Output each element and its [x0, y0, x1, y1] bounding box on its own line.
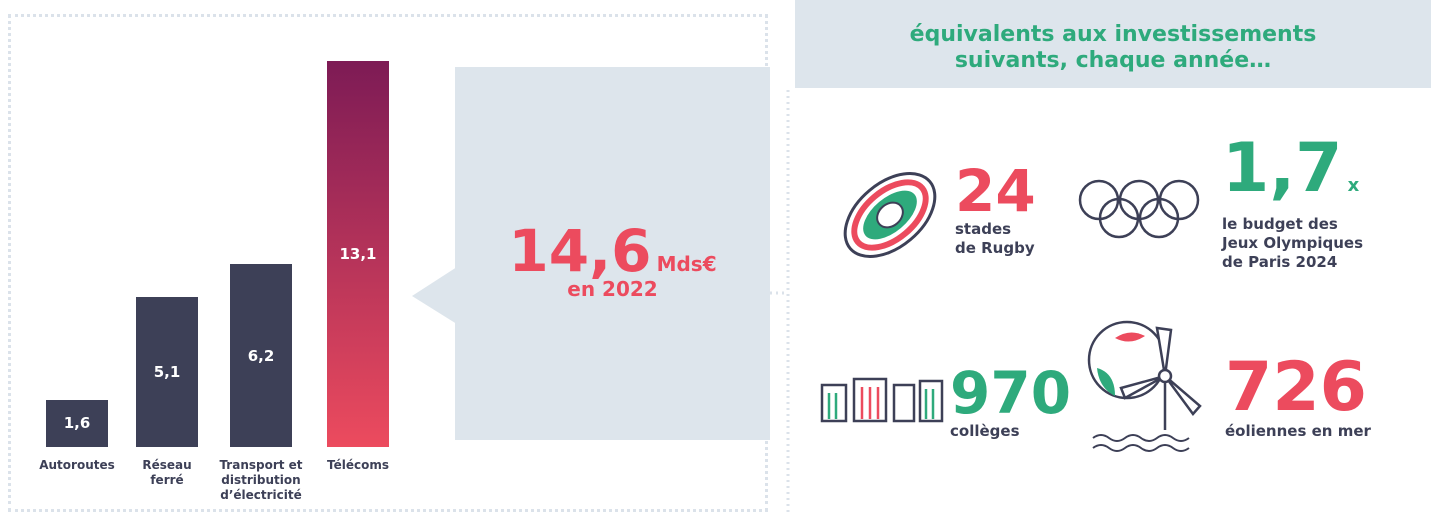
bar	[230, 264, 292, 447]
callout-text: 14,6 Mds€ en 2022	[455, 217, 770, 301]
item-text: le budget des Jeux Olympiques de Paris 2…	[1222, 215, 1364, 271]
item-number: 24	[955, 157, 1036, 225]
olympic-icon	[1078, 179, 1200, 239]
bar	[136, 296, 198, 447]
category-label: Télécoms	[327, 458, 389, 472]
item-text: éoliennes en mer	[1225, 422, 1371, 440]
item-text: collèges	[950, 422, 1020, 440]
college-icon	[820, 377, 944, 423]
item: 970 collèges	[950, 364, 1071, 441]
connector	[770, 90, 790, 514]
callout-year: en 2022	[567, 277, 658, 301]
plot: 1,6 Autoroutes 5,1 Réseau ferré 6,2 Transport…	[39, 60, 389, 502]
bar	[46, 399, 108, 447]
item-text: stades de Rugby	[955, 220, 1035, 257]
callout-value: 14,6	[508, 217, 652, 285]
panel-heading: équivalents aux investissements suivants…	[795, 0, 1431, 88]
panel-heading-text: équivalents aux investissements suivants…	[909, 22, 1317, 73]
callout-unit: Mds€	[656, 252, 717, 276]
value-label: 5,1	[153, 362, 181, 381]
wind-icon	[1087, 320, 1202, 452]
category-label: Autoroutes	[39, 458, 115, 472]
value-label: 1,6	[63, 414, 91, 433]
value-label: 13,1	[339, 244, 377, 263]
rugby-icon	[843, 172, 937, 258]
item: 726 éoliennes en mer	[1225, 354, 1371, 441]
item-number: 1,7	[1222, 129, 1343, 208]
value-label: 6,2	[247, 346, 275, 365]
callout: 14,6 Mds€ en 2022	[455, 67, 770, 440]
callout-pointer	[412, 265, 460, 326]
item-number: 970	[950, 359, 1072, 427]
item-number: 726	[1225, 348, 1367, 427]
item-suffix: x	[1347, 175, 1360, 196]
item: 1,7 x le budget des Jeux Olympiques de P…	[1222, 135, 1372, 272]
bar	[327, 60, 389, 447]
category-label: Transport et distribution d’électricité	[219, 458, 303, 502]
item: 24 stades de Rugby	[955, 162, 1036, 258]
category-label: Réseau ferré	[142, 458, 192, 487]
